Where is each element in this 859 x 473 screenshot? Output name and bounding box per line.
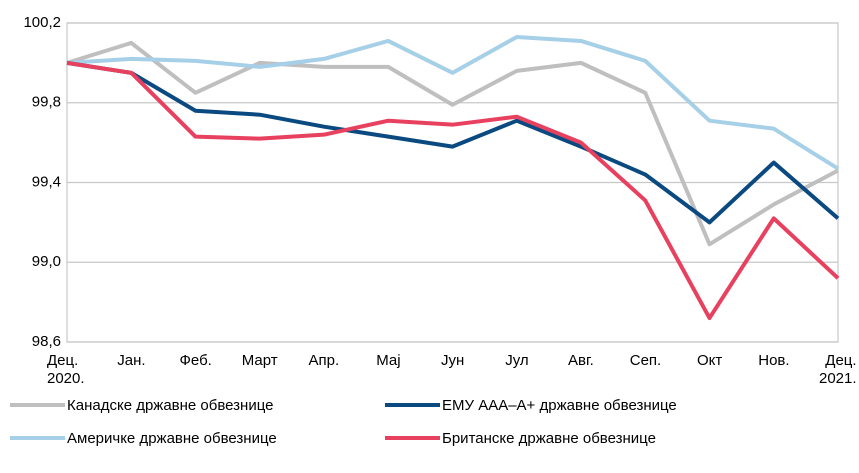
y-tick-label: 99,8 [32, 94, 61, 111]
y-tick-label: 99,4 [32, 173, 61, 190]
y-tick-label: 98,6 [32, 333, 61, 350]
x-tick-label: Апр. [308, 352, 340, 369]
x-tick-label: Мај [376, 352, 401, 369]
line-series [66, 40, 839, 247]
x-tick-label: Јан. [117, 352, 146, 369]
x-tick-label: Сеп. [629, 352, 662, 369]
x-tick-label: Март [241, 352, 278, 369]
x-tick-label: Дец. 2020. [47, 352, 85, 387]
legend-label: Британске државне обвезнице [442, 430, 656, 447]
line-series [66, 60, 840, 321]
x-tick-label: Авг. [568, 352, 594, 369]
x-tick-label: Јул [505, 352, 529, 369]
legend-label: Канадске државне обвезнице [67, 397, 273, 414]
x-tick-label: Дец. 2021. [819, 352, 857, 387]
legend-label: ЕМУ ААА–А+ државне обвезнице [442, 397, 677, 414]
x-tick-label: Окт [697, 352, 723, 369]
legend-label: Америчке државне обвезнице [67, 430, 277, 447]
plot-border [66, 22, 839, 343]
y-tick-label: 100,2 [23, 14, 61, 31]
line-series [66, 34, 840, 171]
line-series [66, 60, 840, 225]
x-tick-label: Феб. [179, 352, 212, 369]
x-tick-label: Јун [441, 352, 465, 369]
y-tick-label: 99,0 [32, 253, 61, 270]
x-tick-label: Нов. [758, 352, 790, 369]
